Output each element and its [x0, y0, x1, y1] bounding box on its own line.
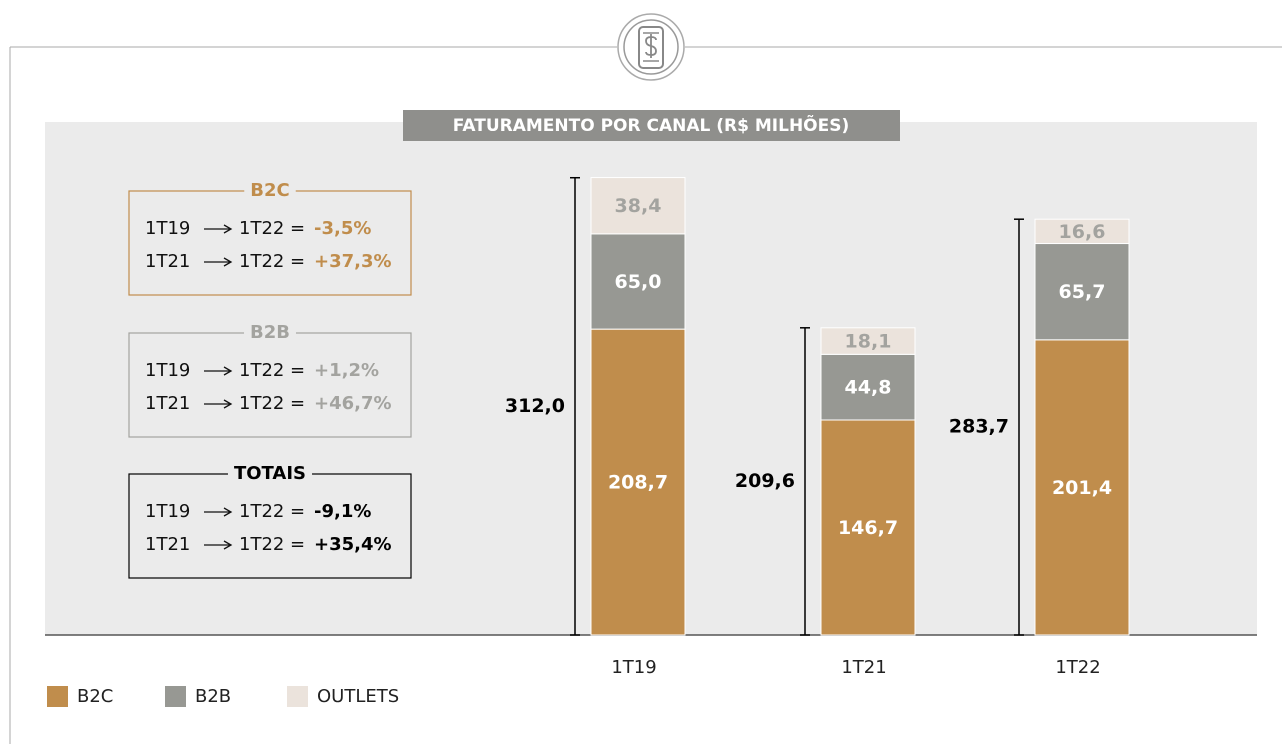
data-label: 65,0 — [615, 271, 662, 293]
comparison-from: 1T19 — [145, 501, 190, 522]
bar-segment — [820, 419, 916, 636]
x-tick-label: 1T22 — [1055, 657, 1100, 678]
legend-swatch — [47, 686, 68, 707]
comparison-title: B2B — [250, 322, 290, 343]
equals: = — [290, 218, 305, 239]
arrow-head — [223, 540, 233, 550]
legend-swatch — [165, 686, 186, 707]
data-label: 18,1 — [845, 331, 892, 353]
comparison-change: -9,1% — [314, 501, 371, 522]
data-label: 65,7 — [1059, 281, 1106, 303]
title-box — [403, 110, 900, 141]
comparison-from: 1T21 — [145, 251, 190, 272]
data-label: 38,4 — [615, 195, 662, 217]
equals: = — [290, 501, 305, 522]
comparison-to: 1T22 — [239, 251, 284, 272]
comparison-to: 1T22 — [239, 218, 284, 239]
bar-segment — [820, 353, 916, 421]
legend-label: B2C — [77, 686, 113, 707]
comparison-from: 1T21 — [145, 393, 190, 414]
x-tick-label: 1T21 — [841, 657, 886, 678]
comparison-title: TOTAIS — [234, 463, 306, 484]
arrow-head — [223, 399, 233, 409]
comparison-change: +1,2% — [314, 360, 379, 381]
bar-segment — [590, 328, 686, 636]
comparison-to: 1T22 — [239, 360, 284, 381]
bar-segment — [1034, 339, 1130, 636]
arrow-head — [223, 366, 233, 376]
comparison-from: 1T21 — [145, 534, 190, 555]
equals: = — [290, 360, 305, 381]
equals: = — [290, 534, 305, 555]
x-tick-label: 1T19 — [611, 657, 656, 678]
total-label: 209,6 — [735, 470, 795, 492]
comparison-title: B2C — [250, 180, 289, 201]
title-gap — [244, 189, 296, 193]
data-label: 44,8 — [845, 377, 892, 399]
total-label: 312,0 — [505, 395, 565, 417]
bar-segment — [590, 177, 686, 235]
comparison-change: +46,7% — [314, 393, 392, 414]
comparison-to: 1T22 — [239, 393, 284, 414]
data-label: 201,4 — [1052, 477, 1112, 499]
comparison-to: 1T22 — [239, 501, 284, 522]
arrow-head — [223, 507, 233, 517]
bar-segment — [820, 327, 916, 355]
comparison-to: 1T22 — [239, 534, 284, 555]
comparison-change: +37,3% — [314, 251, 392, 272]
total-label: 283,7 — [949, 416, 1009, 438]
legend-swatch — [287, 686, 308, 707]
title-gap — [244, 331, 296, 335]
icon — [617, 13, 685, 81]
data-label: 16,6 — [1059, 221, 1106, 243]
data-label: 208,7 — [608, 472, 668, 494]
bar-segment — [590, 233, 686, 330]
data-label: 146,7 — [838, 517, 898, 539]
equals: = — [290, 393, 305, 414]
comparison-change: -3,5% — [314, 218, 371, 239]
comparison-change: +35,4% — [314, 534, 392, 555]
bar-segment — [1034, 218, 1130, 245]
bar-segment — [1034, 243, 1130, 341]
arrow-head — [223, 224, 233, 234]
equals: = — [290, 251, 305, 272]
comparison-from: 1T19 — [145, 360, 190, 381]
chart-title: FATURAMENTO POR CANAL (R$ MILHÕES) — [453, 113, 850, 136]
title-gap — [227, 472, 313, 476]
comparison-from: 1T19 — [145, 218, 190, 239]
legend-label: B2B — [195, 686, 231, 707]
legend-label: OUTLETS — [317, 686, 399, 707]
arrow-head — [223, 257, 233, 267]
